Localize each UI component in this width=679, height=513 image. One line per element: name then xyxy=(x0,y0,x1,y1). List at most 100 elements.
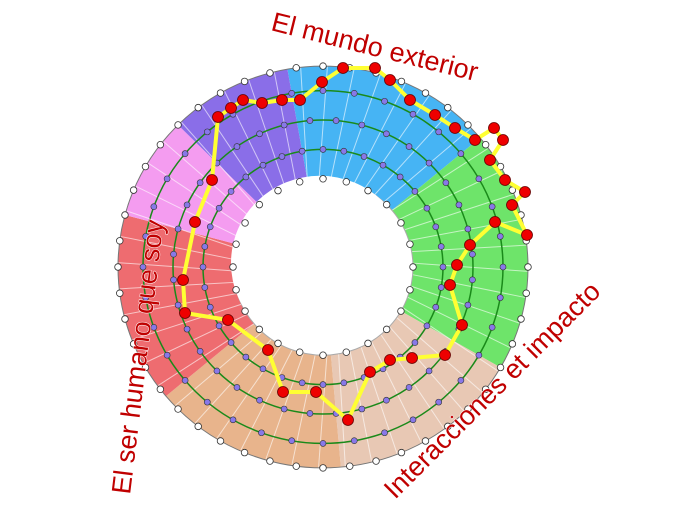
mid-node xyxy=(298,379,306,387)
spoke xyxy=(118,262,234,272)
outer-node xyxy=(319,62,327,70)
mid-node xyxy=(360,153,368,160)
spoke xyxy=(300,67,308,181)
mid-node xyxy=(150,324,158,331)
path-node xyxy=(489,216,501,228)
path-node xyxy=(342,414,354,426)
path-node xyxy=(521,229,533,241)
path-node xyxy=(439,349,451,361)
path-node xyxy=(469,134,481,146)
outer-node xyxy=(372,457,380,465)
outer-node xyxy=(116,289,124,297)
mid-node xyxy=(383,396,390,404)
mid-node xyxy=(350,437,358,445)
outer-node xyxy=(517,315,525,323)
outer-node xyxy=(444,422,452,431)
inner-node xyxy=(274,186,282,195)
outer-node xyxy=(141,363,150,372)
outer-node xyxy=(481,385,490,394)
yellow-path xyxy=(181,66,529,422)
path-node xyxy=(206,174,218,186)
inner-node xyxy=(397,219,405,227)
outer-node xyxy=(129,186,138,194)
mid-node xyxy=(340,379,348,387)
mid-node xyxy=(206,303,214,311)
outer-node xyxy=(266,457,274,465)
path-node xyxy=(276,94,288,106)
inner-node xyxy=(364,339,372,348)
mid-node xyxy=(201,284,209,291)
mid-node xyxy=(280,405,288,413)
path-node xyxy=(506,199,518,211)
mid-node xyxy=(379,161,387,169)
mid-node xyxy=(215,204,223,212)
inner-node xyxy=(296,178,304,186)
outer-node xyxy=(421,437,430,445)
path-node xyxy=(212,111,224,123)
ring xyxy=(114,62,533,472)
mid-node xyxy=(437,243,445,250)
path-node xyxy=(256,97,268,109)
mid-node xyxy=(201,243,209,250)
mid-node xyxy=(306,410,314,417)
mid-node xyxy=(306,117,314,124)
mid-node xyxy=(280,121,288,129)
outer-node xyxy=(421,89,430,97)
outer-node xyxy=(240,77,249,86)
mid-node xyxy=(183,325,191,333)
mid-node xyxy=(319,87,327,94)
mid-node xyxy=(227,339,235,346)
spoke xyxy=(330,68,355,180)
path-node xyxy=(488,122,500,134)
spoke xyxy=(201,104,266,200)
spoke xyxy=(380,334,445,430)
mid-node xyxy=(170,276,177,284)
mid-node xyxy=(381,97,388,105)
outer-node xyxy=(266,69,274,77)
mid-node xyxy=(442,179,450,186)
mid-node xyxy=(455,201,463,209)
outer-node xyxy=(319,464,327,472)
inner-node xyxy=(364,186,372,195)
path-node xyxy=(451,259,463,271)
mid-node xyxy=(206,223,214,231)
path-node xyxy=(499,174,511,186)
outer-node xyxy=(464,121,472,129)
spoke xyxy=(157,323,255,387)
outer-node xyxy=(141,162,150,171)
inner-node xyxy=(232,240,240,248)
sector-green xyxy=(391,137,528,368)
mid-node xyxy=(199,263,207,271)
spoke xyxy=(131,303,242,341)
outer-node xyxy=(129,340,138,348)
path-node xyxy=(519,186,531,198)
spoke xyxy=(239,349,293,452)
sector-tan xyxy=(165,323,341,468)
mid-node xyxy=(439,263,447,271)
outer-node xyxy=(121,315,129,323)
path-node xyxy=(384,354,396,366)
mid-node xyxy=(203,128,211,136)
mid-node xyxy=(242,173,250,181)
outer-node xyxy=(346,462,354,470)
path-node xyxy=(310,386,322,398)
mid-node xyxy=(259,161,267,169)
mid-node xyxy=(170,250,177,258)
mid-node xyxy=(435,128,443,136)
spoke xyxy=(370,341,423,444)
spoke xyxy=(318,355,328,468)
mid-node xyxy=(181,377,189,384)
inner-node xyxy=(382,325,391,334)
mid-node xyxy=(215,322,223,330)
path-node xyxy=(294,94,306,106)
mid-node xyxy=(233,143,241,150)
mid-node xyxy=(457,377,465,384)
outer-node xyxy=(444,103,452,112)
spoke xyxy=(147,162,244,227)
mid-node xyxy=(383,130,390,138)
mid-node xyxy=(432,303,440,311)
path-node xyxy=(404,94,416,106)
mid-node xyxy=(229,416,237,424)
spoke xyxy=(412,262,528,272)
mid-node xyxy=(203,398,211,406)
